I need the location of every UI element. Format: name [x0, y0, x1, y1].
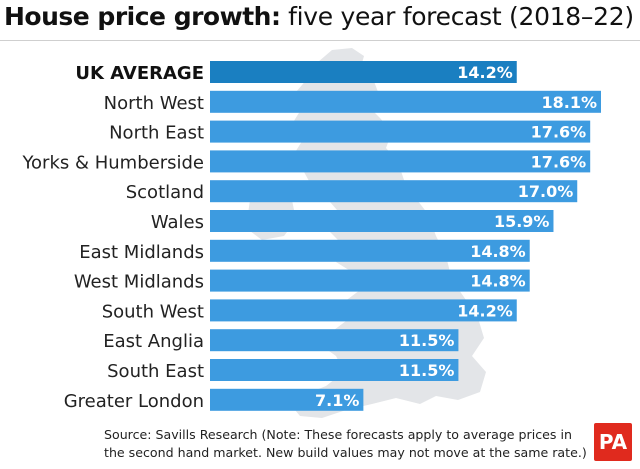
value-label-west-midlands: 14.8%: [470, 272, 526, 291]
value-label-uk-average: 14.2%: [457, 63, 513, 82]
value-label-scotland: 17.0%: [518, 182, 574, 201]
bar-wales: [210, 210, 554, 232]
category-label-west-midlands: West Midlands: [74, 272, 204, 293]
category-label-south-east: South East: [107, 361, 204, 382]
bar-north-east: [210, 120, 591, 143]
value-label-wales: 15.9%: [494, 212, 550, 231]
value-label-north-west: 18.1%: [541, 93, 597, 112]
pa-logo: PA: [594, 423, 632, 461]
category-label-east-midlands: East Midlands: [79, 242, 204, 263]
category-label-south-west: South West: [102, 301, 204, 322]
bar-east-midlands: [210, 239, 530, 262]
bar-greater-london: [210, 388, 364, 411]
category-label-greater-london: Greater London: [64, 391, 204, 412]
chart-title-bold: House price growth:: [4, 2, 281, 31]
bar-south-east: [210, 359, 459, 381]
bar-north-west: [210, 90, 601, 113]
bar-east-anglia: [210, 329, 459, 352]
value-label-north-east: 17.6%: [531, 123, 587, 142]
value-label-east-midlands: 14.8%: [470, 242, 526, 261]
source-note: Source: Savills Research (Note: These fo…: [104, 427, 587, 460]
value-label-yorks-humberside: 17.6%: [531, 152, 587, 171]
category-label-uk-average: UK AVERAGE: [75, 63, 204, 84]
category-label-wales: Wales: [151, 212, 204, 233]
bar-scotland: [210, 180, 578, 203]
bar-south-west: [210, 299, 517, 322]
bar-uk-average: [210, 61, 517, 83]
value-label-south-west: 14.2%: [457, 301, 513, 320]
category-label-north-west: North West: [104, 93, 204, 114]
value-label-greater-london: 7.1%: [315, 391, 359, 410]
bar-west-midlands: [210, 269, 530, 292]
value-label-east-anglia: 11.5%: [399, 331, 455, 350]
chart-title: House price growth: five year forecast (…: [4, 0, 634, 34]
category-label-scotland: Scotland: [126, 182, 204, 203]
category-label-yorks-humberside: Yorks & Humberside: [21, 152, 204, 173]
category-label-north-east: North East: [109, 123, 204, 144]
value-label-south-east: 11.5%: [399, 361, 455, 380]
chart-title-light: five year forecast (2018–22): [280, 2, 634, 31]
category-label-east-anglia: East Anglia: [103, 331, 204, 352]
bar-yorks-humberside: [210, 150, 591, 173]
title-divider: [0, 40, 640, 41]
